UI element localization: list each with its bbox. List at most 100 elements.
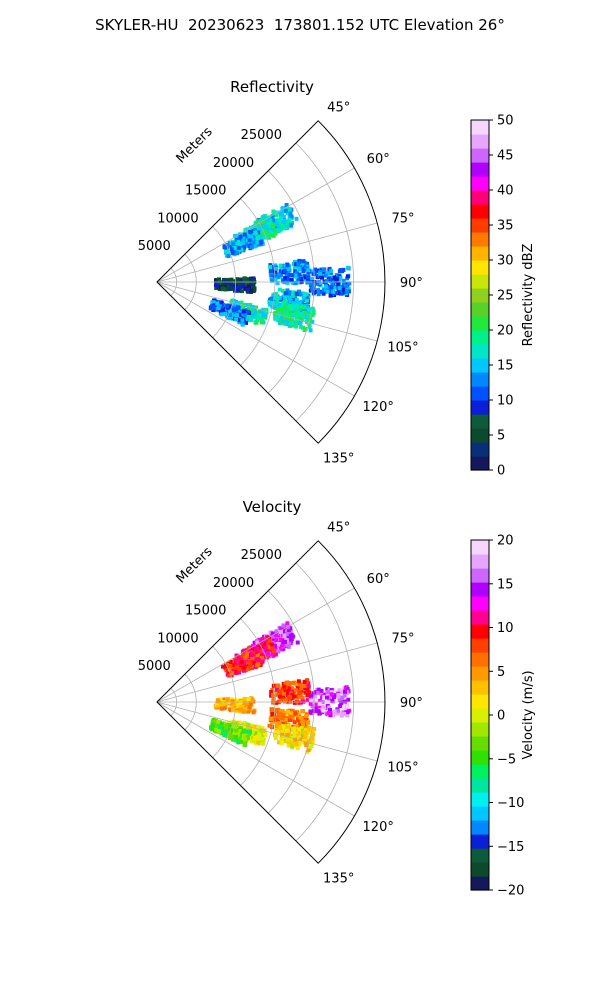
echo-gate xyxy=(242,741,247,746)
echo-gate xyxy=(331,695,336,700)
range-tick-label: 15000 xyxy=(185,184,226,199)
echo-gate xyxy=(304,298,309,303)
echo-gate xyxy=(251,660,256,665)
echo-gate xyxy=(275,642,280,647)
echo-gate xyxy=(311,272,316,277)
echo-gate xyxy=(325,271,330,276)
echo-gate xyxy=(298,723,303,728)
echo-gate xyxy=(329,688,334,693)
echo-gate xyxy=(224,248,229,253)
colorbar-tick-label: 10 xyxy=(497,394,514,409)
echo-gate xyxy=(284,271,289,276)
echo-gate xyxy=(230,250,235,255)
echo-gate xyxy=(219,312,224,317)
echo-gate xyxy=(328,708,332,712)
echo-gate xyxy=(218,697,223,702)
echo-gate xyxy=(255,310,259,315)
echo-gate xyxy=(302,683,307,688)
echo-gate xyxy=(323,284,328,289)
echo-gate xyxy=(261,220,265,224)
echo-gate xyxy=(284,311,289,316)
echo-gate xyxy=(271,692,275,697)
echo-gate xyxy=(214,718,218,723)
echo-gate xyxy=(281,735,286,740)
colorbar-segment xyxy=(471,120,489,135)
echo-gate xyxy=(329,285,334,290)
echo-gate xyxy=(298,316,303,321)
echo-gate xyxy=(227,673,232,678)
echo-gate xyxy=(332,709,337,714)
echo-gate xyxy=(277,226,282,231)
echo-gate xyxy=(248,282,253,287)
echo-gate xyxy=(316,690,321,695)
echo-gate xyxy=(345,704,350,709)
echo-gate xyxy=(285,728,289,733)
echo-gate xyxy=(237,281,242,286)
echo-gate xyxy=(283,291,288,296)
echo-gate xyxy=(242,737,247,742)
echo-gate xyxy=(267,300,272,304)
echo-gate xyxy=(235,739,240,743)
echo-gate xyxy=(281,646,286,651)
colorbar-segment xyxy=(471,218,489,233)
echo-gate xyxy=(318,698,322,703)
echo-gate xyxy=(224,725,228,730)
echo-gate xyxy=(246,309,250,314)
echo-gate xyxy=(300,730,305,735)
echo-gate xyxy=(236,732,241,737)
colorbar-segment xyxy=(471,596,489,611)
echo-gate xyxy=(295,736,300,741)
polar-grid xyxy=(156,142,385,422)
echo-gate xyxy=(292,700,297,705)
echo-gate xyxy=(342,712,347,716)
echo-gate xyxy=(281,623,286,628)
echo-gate xyxy=(263,230,268,235)
panel-title: Velocity xyxy=(243,498,302,516)
echo-gate xyxy=(282,633,287,638)
echo-gate xyxy=(248,661,253,666)
echo-gate xyxy=(310,704,315,709)
echo-gate xyxy=(234,734,238,739)
echo-gate xyxy=(221,308,226,313)
echo-gate xyxy=(225,698,230,703)
echo-gate xyxy=(278,686,283,691)
echo-gate xyxy=(227,316,232,321)
echo-gate xyxy=(290,293,295,298)
echo-gate xyxy=(269,722,274,727)
echo-gate xyxy=(306,684,311,689)
echo-gate xyxy=(216,719,221,724)
echo-gate xyxy=(229,277,234,282)
colorbar-segment xyxy=(471,134,489,149)
echo-gate xyxy=(279,307,283,312)
echo-gate xyxy=(239,247,244,252)
echo-gate xyxy=(280,715,285,720)
echo-gate xyxy=(282,220,287,225)
echo-gate xyxy=(267,723,272,728)
echo-gate xyxy=(232,724,237,729)
echo-gate xyxy=(337,688,342,693)
echo-gate xyxy=(290,317,295,322)
echo-gate xyxy=(272,643,277,648)
colorbar-segment xyxy=(471,722,489,737)
colorbar-tick-label: −10 xyxy=(497,796,524,811)
colorbar-segment xyxy=(471,386,489,401)
echo-gate xyxy=(244,241,248,246)
echo-gate xyxy=(339,701,344,705)
echo-gate xyxy=(256,658,261,663)
echo-gate xyxy=(271,695,276,700)
echo-gate xyxy=(248,316,253,321)
colorbar-tick-label: −15 xyxy=(497,840,524,855)
echo-gate xyxy=(291,262,296,266)
echo-gate xyxy=(297,272,302,277)
echo-gate xyxy=(258,235,263,240)
echo-gate xyxy=(290,744,295,749)
echo-gate xyxy=(281,724,286,729)
echo-gate xyxy=(325,289,330,294)
echo-gate xyxy=(308,282,313,287)
colorbar-segment xyxy=(471,442,489,457)
echo-gate xyxy=(274,629,279,634)
echo-gate xyxy=(301,269,306,274)
echo-gate xyxy=(313,694,318,699)
echo-gate xyxy=(267,638,272,643)
echo-gate xyxy=(275,275,280,280)
